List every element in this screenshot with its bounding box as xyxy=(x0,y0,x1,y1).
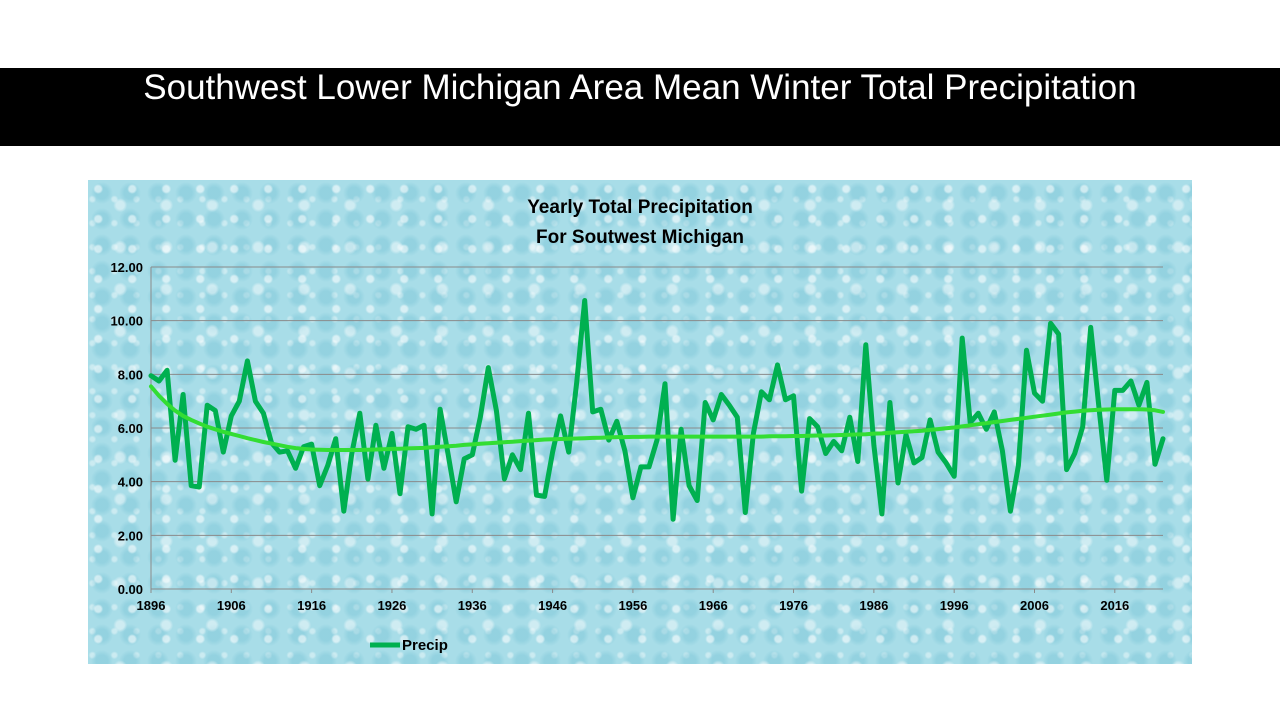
y-tick-label: 8.00 xyxy=(118,367,143,382)
chart-area: Yearly Total Precipitation For Soutwest … xyxy=(88,180,1192,664)
series-line-precip xyxy=(148,298,1166,522)
legend: Precip xyxy=(370,637,448,654)
y-tick-label: 12.00 xyxy=(110,260,143,275)
x-tick-label: 1896 xyxy=(137,598,166,613)
x-tick-label: 1936 xyxy=(458,598,487,613)
precipitation-line-chart: Yearly Total Precipitation For Soutwest … xyxy=(110,197,1166,654)
y-tick-label: 6.00 xyxy=(118,421,143,436)
x-axis-ticks: 1896 1906 1916 1926 1936 1946 1956 1966 1976 1986… xyxy=(137,589,1129,613)
y-tick-label: 4.00 xyxy=(118,475,143,490)
y-tick-label: 10.00 xyxy=(110,314,143,329)
x-tick-label: 1916 xyxy=(297,598,326,613)
series-group xyxy=(148,298,1166,522)
x-tick-label: 1926 xyxy=(377,598,406,613)
x-tick-label: 1946 xyxy=(538,598,567,613)
x-tick-label: 1956 xyxy=(618,598,647,613)
x-tick-label: 2006 xyxy=(1020,598,1049,613)
y-tick-label: 2.00 xyxy=(118,528,143,543)
chart-title: Yearly Total Precipitation xyxy=(527,197,753,218)
x-tick-label: 1976 xyxy=(779,598,808,613)
slide-title-bar: Southwest Lower Michigan Area Mean Winte… xyxy=(0,68,1280,146)
trend-line xyxy=(149,384,1165,452)
legend-label-precip: Precip xyxy=(402,637,448,654)
x-tick-label: 1986 xyxy=(859,598,888,613)
y-tick-label: 0.00 xyxy=(118,582,143,597)
x-tick-label: 1996 xyxy=(940,598,969,613)
y-axis-ticks: 0.00 2.00 4.00 6.00 8.00 10.00 12.00 xyxy=(110,260,143,597)
x-tick-label: 2016 xyxy=(1100,598,1129,613)
x-tick-label: 1966 xyxy=(699,598,728,613)
chart-subtitle: For Soutwest Michigan xyxy=(536,227,744,248)
slide-title: Southwest Lower Michigan Area Mean Winte… xyxy=(143,68,1137,107)
x-tick-label: 1906 xyxy=(217,598,246,613)
